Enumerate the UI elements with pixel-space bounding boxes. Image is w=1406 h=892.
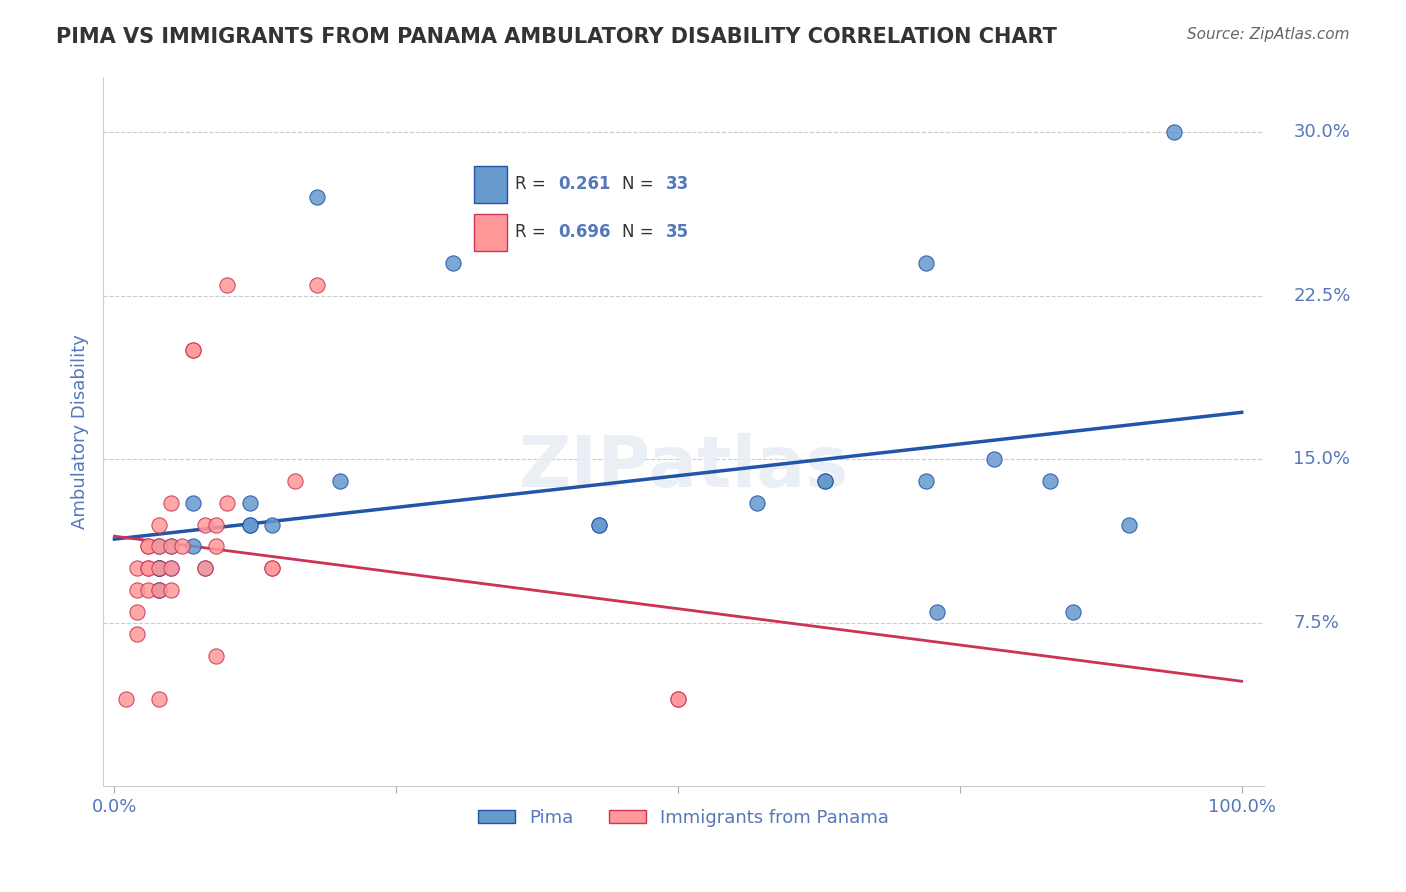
Point bbox=[136, 540, 159, 554]
Text: 22.5%: 22.5% bbox=[1294, 286, 1351, 304]
Point bbox=[148, 561, 170, 575]
Point bbox=[262, 517, 284, 532]
Point bbox=[262, 561, 284, 575]
Point bbox=[666, 692, 689, 706]
Point bbox=[217, 277, 239, 292]
Point bbox=[170, 540, 193, 554]
Point bbox=[1062, 605, 1084, 619]
Point bbox=[666, 692, 689, 706]
Point bbox=[159, 540, 181, 554]
Point bbox=[136, 561, 159, 575]
Point bbox=[239, 517, 262, 532]
Point bbox=[125, 561, 148, 575]
Point bbox=[148, 517, 170, 532]
Text: Source: ZipAtlas.com: Source: ZipAtlas.com bbox=[1187, 27, 1350, 42]
Point bbox=[813, 474, 835, 488]
Point bbox=[217, 496, 239, 510]
Point bbox=[159, 540, 181, 554]
Point bbox=[745, 496, 768, 510]
Point bbox=[915, 474, 938, 488]
Point bbox=[125, 626, 148, 640]
Y-axis label: Ambulatory Disability: Ambulatory Disability bbox=[72, 334, 89, 529]
Point bbox=[148, 561, 170, 575]
Text: 15.0%: 15.0% bbox=[1294, 450, 1350, 468]
Point bbox=[262, 561, 284, 575]
Point bbox=[114, 692, 136, 706]
Point bbox=[136, 583, 159, 598]
Point bbox=[239, 517, 262, 532]
Point bbox=[1118, 517, 1140, 532]
Point bbox=[1039, 474, 1062, 488]
Point bbox=[181, 343, 204, 358]
Point bbox=[125, 583, 148, 598]
Text: 7.5%: 7.5% bbox=[1294, 614, 1339, 632]
Point bbox=[136, 540, 159, 554]
Point bbox=[148, 583, 170, 598]
Point bbox=[307, 277, 329, 292]
Point bbox=[194, 561, 217, 575]
Point bbox=[329, 474, 352, 488]
Point bbox=[983, 452, 1005, 467]
Point bbox=[181, 496, 204, 510]
Point bbox=[205, 517, 228, 532]
Point bbox=[205, 648, 228, 663]
Point bbox=[136, 561, 159, 575]
Point bbox=[159, 496, 181, 510]
Point bbox=[284, 474, 307, 488]
Point bbox=[148, 583, 170, 598]
Point bbox=[159, 561, 181, 575]
Point bbox=[181, 540, 204, 554]
Point bbox=[148, 561, 170, 575]
Point bbox=[588, 517, 610, 532]
Point bbox=[159, 583, 181, 598]
Point bbox=[307, 190, 329, 204]
Point bbox=[588, 517, 610, 532]
Point bbox=[148, 540, 170, 554]
Text: ZIPatlas: ZIPatlas bbox=[519, 433, 849, 502]
Point bbox=[239, 496, 262, 510]
Point bbox=[194, 517, 217, 532]
Legend: Pima, Immigrants from Panama: Pima, Immigrants from Panama bbox=[471, 802, 896, 834]
Point bbox=[1163, 125, 1185, 139]
Text: PIMA VS IMMIGRANTS FROM PANAMA AMBULATORY DISABILITY CORRELATION CHART: PIMA VS IMMIGRANTS FROM PANAMA AMBULATOR… bbox=[56, 27, 1057, 46]
Point bbox=[441, 256, 464, 270]
Point bbox=[125, 605, 148, 619]
Point bbox=[148, 561, 170, 575]
Point bbox=[194, 561, 217, 575]
Point bbox=[205, 540, 228, 554]
Point bbox=[181, 343, 204, 358]
Point bbox=[813, 474, 835, 488]
Point bbox=[927, 605, 949, 619]
Point bbox=[148, 561, 170, 575]
Point bbox=[148, 561, 170, 575]
Point bbox=[159, 561, 181, 575]
Point bbox=[148, 692, 170, 706]
Point bbox=[148, 583, 170, 598]
Point bbox=[148, 540, 170, 554]
Point bbox=[915, 256, 938, 270]
Text: 30.0%: 30.0% bbox=[1294, 123, 1350, 141]
